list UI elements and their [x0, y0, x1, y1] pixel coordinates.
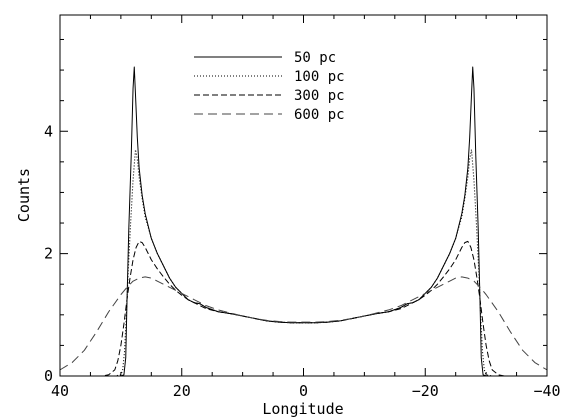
y-tick-label: 4 [44, 122, 53, 140]
y-axis-label: Counts [15, 168, 33, 222]
y-tick-label: 0 [44, 367, 53, 385]
series-line-1 [60, 66, 547, 377]
ticks: 40 20 0 −20 −40 0 2 4 [44, 15, 561, 400]
legend-label-3: 300 pc [294, 88, 345, 104]
x-tick-label: −40 [533, 382, 560, 400]
series-line-4 [59, 276, 548, 371]
series-line-2 [60, 149, 547, 377]
x-tick-label: 20 [173, 382, 191, 400]
x-tick-label: 40 [51, 382, 69, 400]
x-tick-label: −20 [412, 382, 439, 400]
plot-lines [59, 66, 548, 377]
legend-label-1: 50 pc [294, 50, 336, 66]
y-tick-label: 2 [44, 245, 53, 263]
x-tick-label: 0 [299, 382, 308, 400]
series-line-3 [60, 240, 547, 377]
legend-label-4: 600 pc [294, 107, 345, 123]
legend: 50 pc 100 pc 300 pc 600 pc [194, 50, 345, 123]
x-axis-label: Longitude [262, 400, 343, 418]
legend-label-2: 100 pc [294, 69, 345, 85]
